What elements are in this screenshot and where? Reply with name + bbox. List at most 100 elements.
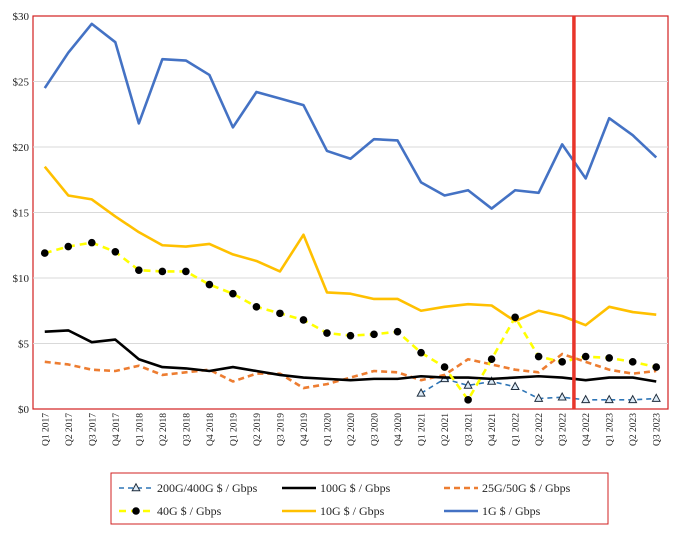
x-tick-label: Q3 2020 [371,413,381,446]
data-point [604,394,614,404]
x-tick-label: Q4 2018 [206,413,216,446]
legend-box [110,472,609,525]
data-point [346,331,355,340]
data-point [534,352,543,361]
x-tick-label: Q1 2020 [323,413,333,446]
data-point [370,330,378,339]
data-point [416,388,426,397]
x-tick-label: Q3 2023 [653,413,663,446]
data-point [135,266,143,274]
data-point [463,380,473,389]
y-tick-label: $10 [13,273,30,285]
series-line [43,165,657,327]
series-10g [43,165,657,327]
series-lines [40,22,661,404]
data-point [558,358,566,366]
x-tick-label: Q1 2021 [418,413,428,446]
y-axis-ticks: $0 $5 $10 $15 $20 $25 $30 [13,11,30,416]
x-tick-label: Q2 2017 [65,413,75,446]
data-point [487,355,496,364]
data-point [64,242,73,251]
data-point [229,289,237,298]
y-tick-label: $15 [13,208,30,220]
data-point [534,393,544,402]
series-40g [40,238,661,404]
data-point [40,249,49,257]
series-200g-400g [416,373,661,404]
x-tick-label: Q2 2019 [253,413,263,446]
legend-item: 1G $ / Gbps [444,504,541,518]
data-point [299,316,308,324]
legend-item: 200G/400G $ / Gbps [119,481,258,495]
y-tick-label: $0 [18,404,30,416]
x-tick-label: Q4 2022 [582,413,592,446]
series-25g-50g [44,352,657,390]
x-tick-label: Q2 2020 [347,413,357,446]
data-point [510,381,520,391]
y-tick-label: $25 [13,77,30,89]
data-point [557,391,567,401]
x-tick-label: Q3 2021 [465,413,475,446]
data-point [132,507,140,515]
x-tick-label: Q2 2018 [159,413,169,446]
data-point [393,327,402,336]
y-tick-label: $30 [13,11,30,23]
data-point [182,267,190,276]
x-tick-label: Q2 2023 [629,413,639,446]
legend-item: 10G $ / Gbps [282,504,385,518]
data-point [464,396,472,404]
x-tick-label: Q1 2017 [41,413,51,446]
y-tick-label: $5 [18,339,30,351]
data-point [511,313,519,322]
data-point [581,352,590,361]
legend-label: 40G $ / Gbps [157,504,222,518]
data-point [440,363,449,371]
legend-item: 25G/50G $ / Gbps [444,481,571,495]
data-point [417,348,425,357]
x-tick-label: Q1 2023 [606,413,616,446]
legend-label: 10G $ / Gbps [320,504,385,518]
x-tick-label: Q3 2022 [559,413,569,446]
data-point [651,393,661,402]
x-tick-label: Q4 2021 [488,413,498,446]
data-point [486,376,497,385]
data-point [628,394,638,404]
legend-item: 40G $ / Gbps [119,504,222,518]
x-tick-label: Q3 2017 [88,413,98,446]
series-line [43,22,658,210]
x-tick-label: Q3 2018 [182,413,192,446]
y-tick-label: $20 [13,142,30,154]
x-tick-label: Q2 2021 [441,413,451,446]
series-line [44,241,657,402]
x-tick-label: Q3 2019 [276,413,286,446]
data-point [205,280,214,289]
data-point [111,248,120,256]
legend-item: 100G $ / Gbps [282,481,391,495]
x-tick-label: Q4 2019 [300,413,310,446]
data-point [628,358,637,366]
series-line [44,352,657,390]
series-100g [44,329,657,383]
x-tick-label: Q1 2018 [135,413,145,446]
data-point [323,329,331,337]
data-point [131,482,141,492]
legend-label: 200G/400G $ / Gbps [157,481,258,495]
x-tick-label: Q1 2022 [512,413,522,446]
x-axis-ticks: Q1 2017 Q2 2017 Q3 2017 Q4 2017 Q1 2018 Q2 20… [41,413,662,446]
x-tick-label: Q4 2017 [112,413,122,446]
series-line [44,329,657,383]
data-point [652,363,661,371]
data-point [276,309,284,318]
x-tick-label: Q1 2019 [229,413,239,446]
legend-label: 25G/50G $ / Gbps [482,481,571,495]
legend: 200G/400G $ / Gbps 100G $ / Gbps 25G/50G $… [119,481,571,518]
data-point [252,303,261,311]
legend-label: 1G $ / Gbps [482,504,541,518]
data-point [158,267,167,276]
series-1g [43,22,658,210]
data-point [87,238,96,247]
x-tick-label: Q2 2022 [535,413,545,446]
x-tick-label: Q4 2020 [394,413,404,446]
legend-label: 100G $ / Gbps [320,481,391,495]
